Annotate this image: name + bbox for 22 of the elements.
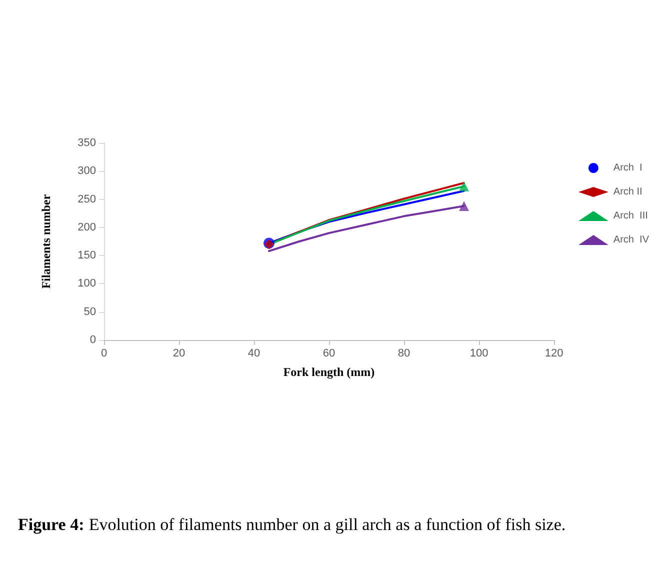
x-axis-title: Fork length (mm)	[283, 365, 375, 379]
y-tick-label: 200	[78, 221, 96, 234]
y-tick-label: 100	[78, 278, 96, 290]
x-tick-label: 120	[544, 348, 564, 360]
legend-label: Arch I	[613, 162, 642, 174]
x-tick-label: 40	[248, 348, 260, 360]
legend-label: Arch IV	[613, 234, 650, 246]
x-tick-label: 100	[470, 348, 488, 360]
x-tick-label: 60	[322, 348, 336, 360]
x-tick-label: 0	[100, 348, 108, 360]
x-tick-label: 20	[172, 348, 186, 360]
y-tick-label: 0	[90, 334, 96, 346]
legend-label: Arch II	[613, 186, 642, 198]
y-axis-title: Filaments number	[39, 194, 53, 289]
y-tick-label: 150	[78, 250, 96, 262]
y-tick-label: 350	[78, 137, 96, 149]
y-tick-label: 50	[84, 306, 96, 318]
y-tick-label: 250	[78, 193, 96, 206]
legend-label: Arch III	[613, 210, 648, 222]
x-tick-label: 80	[398, 348, 410, 360]
caption: Figure 4: Evolution of filaments number on a gill arch as a function of fish size.	[18, 515, 566, 534]
y-tick-label: 300	[78, 165, 96, 178]
